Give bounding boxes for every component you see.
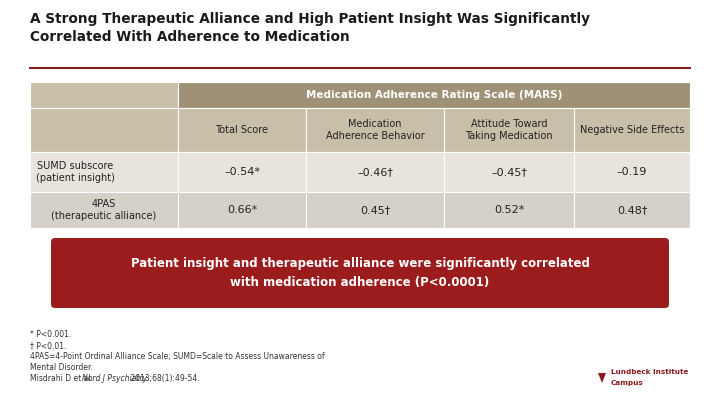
Text: Campus: Campus [611,380,644,386]
Bar [30,82,178,108]
Bar [574,192,690,228]
Text: Lundbeck Institute: Lundbeck Institute [611,369,688,375]
Text: –0.54*: –0.54* [224,167,260,177]
Text: 2013;68(1):49-54.: 2013;68(1):49-54. [128,374,199,383]
Bar [306,108,444,152]
Text: 0.48†: 0.48† [617,205,647,215]
Text: Negative Side Effects: Negative Side Effects [580,125,684,135]
Text: –0.46†: –0.46† [357,167,393,177]
Bar [306,152,444,192]
Text: –0.19: –0.19 [617,167,647,177]
Text: * P<0.001.: * P<0.001. [30,330,71,339]
Bar [444,152,574,192]
Bar [574,108,690,152]
Text: Patient insight and therapeutic alliance were significantly correlated
with medi: Patient insight and therapeutic alliance… [130,257,590,289]
Text: 0.66*: 0.66* [227,205,257,215]
Bar [178,192,306,228]
Text: Medication
Adherence Behavior: Medication Adherence Behavior [325,119,424,141]
Text: 0.45†: 0.45† [360,205,390,215]
Bar [444,108,574,152]
Bar [178,152,306,192]
Text: 4PAS=4-Point Ordinal Alliance Scale; SUMD=Scale to Assess Unawareness of: 4PAS=4-Point Ordinal Alliance Scale; SUM… [30,352,325,361]
Bar [306,192,444,228]
Bar [178,82,690,108]
Text: Total Score: Total Score [215,125,269,135]
Text: –0.45†: –0.45† [491,167,527,177]
Text: Attitude Toward
Taking Medication: Attitude Toward Taking Medication [465,119,553,141]
Bar [444,192,574,228]
Text: A Strong Therapeutic Alliance and High Patient Insight Was Significantly
Correla: A Strong Therapeutic Alliance and High P… [30,12,590,44]
Text: Medication Adherence Rating Scale (MARS): Medication Adherence Rating Scale (MARS) [306,90,562,100]
FancyBboxPatch shape [51,238,669,308]
Bar [178,108,306,152]
Bar [30,108,178,152]
Text: Misdrahi D et al.: Misdrahi D et al. [30,374,95,383]
Text: Mental Disorder.: Mental Disorder. [30,363,93,372]
Text: † P<0.01.: † P<0.01. [30,341,66,350]
Bar [574,152,690,192]
PathPatch shape [598,373,606,383]
Bar [30,152,178,192]
Text: 4PAS
(therapeutic alliance): 4PAS (therapeutic alliance) [51,199,157,221]
Text: 0.52*: 0.52* [494,205,524,215]
Text: Nord J Psychiatry.: Nord J Psychiatry. [82,374,149,383]
Text: SUMD subscore
(patient insight): SUMD subscore (patient insight) [36,161,115,183]
Bar [30,192,178,228]
